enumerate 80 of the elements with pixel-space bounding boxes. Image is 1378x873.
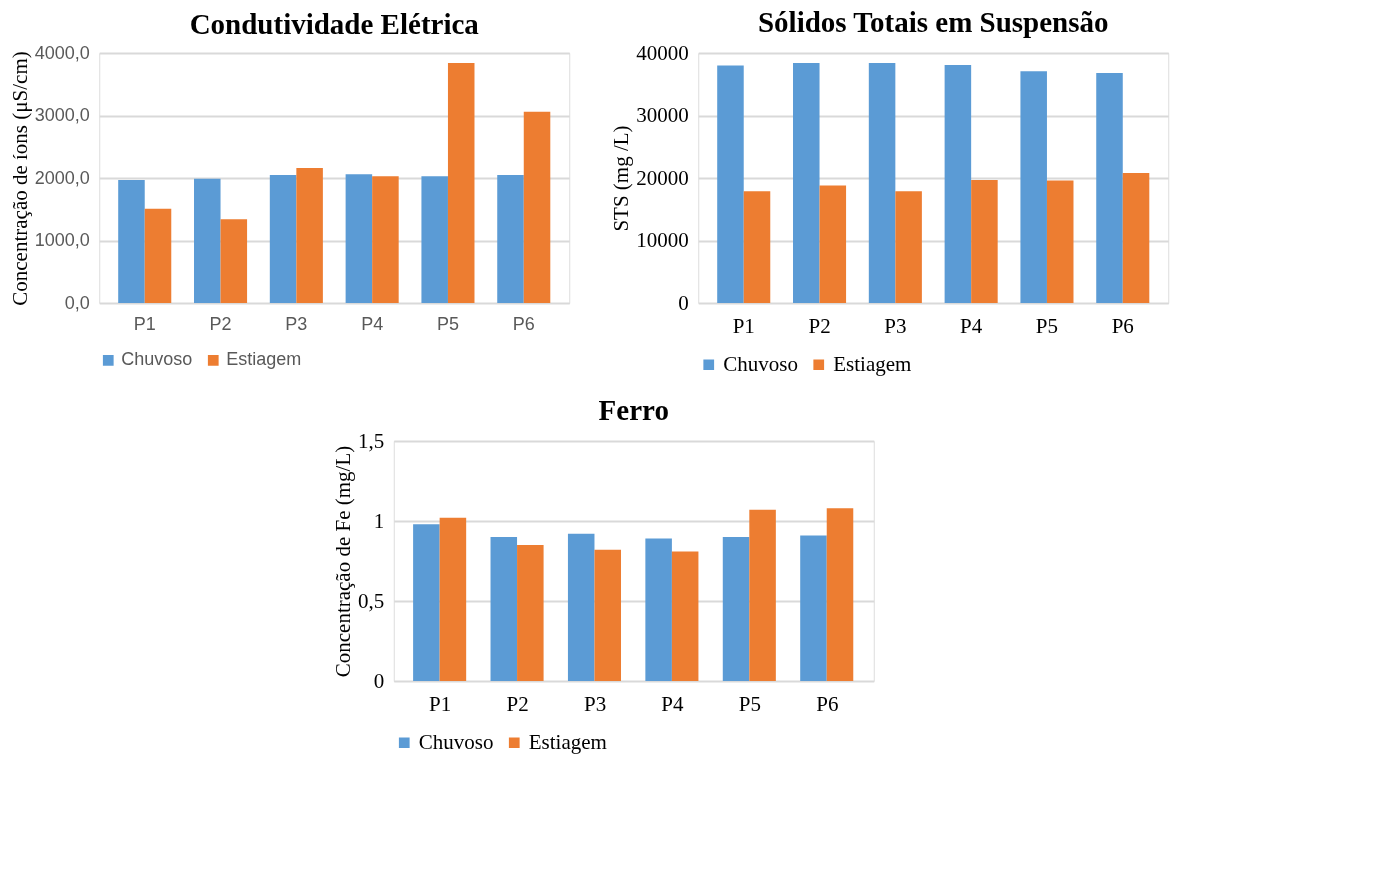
bar (269, 174, 297, 303)
x-tick-label: P3 (285, 313, 308, 334)
bar (220, 219, 248, 303)
x-tick-label: P6 (1111, 313, 1134, 338)
bar (971, 179, 998, 303)
legend-label: Chuvoso (418, 729, 494, 754)
x-tick-label: P1 (133, 313, 156, 334)
bar (944, 64, 972, 303)
bar (1046, 180, 1074, 303)
x-tick-label: P1 (732, 313, 755, 338)
x-tick-label: P5 (738, 691, 761, 716)
bar (1122, 173, 1150, 303)
y-tick-label: 0,5 (358, 588, 385, 613)
bar (671, 551, 699, 681)
legend-label: Estiagem (528, 729, 607, 754)
x-tick-label: P4 (361, 313, 384, 334)
bar (144, 208, 172, 303)
x-tick-label: P2 (209, 313, 232, 334)
bar (421, 176, 448, 303)
y-tick-label: 3000,0 (34, 105, 90, 125)
bar (567, 533, 595, 681)
x-tick-label: P5 (436, 313, 459, 334)
bar (345, 174, 373, 303)
y-tick-label: 0 (678, 290, 689, 315)
x-tick-label: P4 (661, 691, 685, 716)
y-tick-label: 0 (373, 668, 385, 693)
bar (517, 545, 544, 681)
bar (413, 524, 440, 681)
bar (868, 63, 896, 303)
bar (826, 508, 854, 681)
y-tick-label: 1000,0 (34, 230, 90, 250)
y-axis-title: Concentração de Fe (mg/L) (331, 445, 355, 678)
chart-title: Ferro (598, 394, 669, 426)
bar (1020, 71, 1047, 303)
bar (497, 174, 524, 303)
legend-label: Chuvoso (723, 351, 798, 376)
x-tick-label: P3 (884, 313, 907, 338)
x-tick-label: P5 (1035, 313, 1059, 338)
bar (372, 176, 399, 303)
bar (793, 63, 820, 303)
bar (1096, 73, 1123, 303)
bar (800, 535, 827, 681)
bar (439, 517, 467, 681)
x-tick-label: P2 (808, 313, 831, 338)
bar (743, 191, 771, 303)
y-tick-label: 20000 (636, 165, 689, 190)
y-tick-label: 2000,0 (34, 167, 90, 188)
y-tick-label: 40000 (636, 40, 689, 65)
chart-title: Sólidos Totais em Suspensão (757, 6, 1109, 38)
bar (194, 178, 221, 303)
y-tick-label: 0,0 (64, 292, 90, 313)
bar (645, 538, 672, 681)
y-tick-label: 1,5 (358, 428, 385, 453)
y-tick-label: 10000 (636, 228, 689, 252)
x-tick-label: P4 (960, 313, 983, 338)
x-tick-label: P6 (512, 313, 535, 334)
x-tick-label: P2 (506, 691, 529, 716)
legend-label: Chuvoso (121, 349, 193, 370)
bar (447, 63, 475, 303)
y-axis-title: Concentração de íons (μS/cm) (7, 51, 32, 306)
y-tick-label: 4000,0 (34, 42, 90, 63)
x-tick-label: P6 (816, 691, 839, 716)
bar (819, 185, 847, 303)
bar (118, 179, 145, 303)
bar (523, 111, 551, 303)
bar (895, 191, 922, 303)
bar (722, 537, 750, 681)
x-tick-label: P3 (583, 691, 607, 716)
y-tick-label: 1 (373, 508, 385, 533)
bar (296, 168, 323, 303)
bar (749, 509, 776, 681)
bar (717, 65, 744, 303)
y-axis-title: STS (mg /L) (609, 125, 634, 232)
bar (594, 549, 622, 681)
chart-title: Condutividade Elétrica (189, 8, 480, 40)
legend-label: Estiagem (226, 349, 302, 370)
legend-label: Estiagem (833, 351, 912, 376)
y-tick-label: 30000 (636, 103, 689, 127)
x-tick-label: P1 (429, 691, 452, 716)
bar (490, 537, 518, 681)
